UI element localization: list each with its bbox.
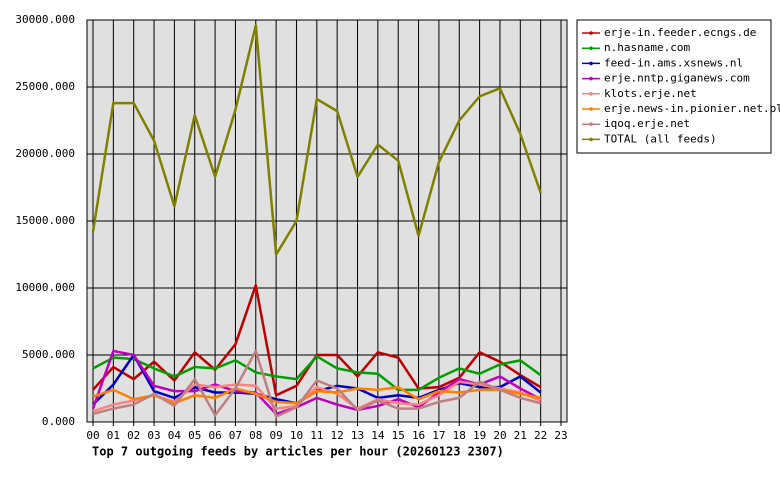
series-line [91,349,542,416]
x-tick-label: 17 [432,429,445,442]
y-tick-label: 20000.000 [15,147,75,160]
x-tick-label: 03 [147,429,160,442]
x-tick-label: 08 [249,429,262,442]
legend-label: klots.erje.net [604,87,697,100]
legend-swatch-dot [589,61,593,66]
x-tick-label: 01 [107,429,120,442]
legend-label: TOTAL (all feeds) [604,132,717,145]
legend-label: erje-in.feeder.ecngs.de [604,26,756,39]
x-tick-label: 06 [208,429,221,442]
series-line [92,355,542,392]
x-tick-label: 02 [127,429,140,442]
plot-border [86,19,568,423]
x-tick-label: 05 [188,429,201,442]
legend-label: n.hasname.com [604,41,690,54]
legend-swatch-dot [589,122,593,126]
x-tick-label: 19 [473,429,486,442]
legend-swatch-dot [589,92,593,96]
legend-swatch-dot [589,76,593,81]
x-tick-label: 14 [371,429,385,442]
x-tick-label: 22 [534,429,547,442]
y-tick-label: 30000.000 [15,13,75,26]
x-tick-label: 09 [270,429,283,442]
x-tick-label: 23 [554,429,567,442]
y-tick-label: 5000.000 [22,348,75,361]
x-tick-label: 15 [392,429,405,442]
chart-title: Top 7 outgoing feeds by articles per hou… [92,445,504,459]
x-tick-label: 20 [493,429,506,442]
y-tick-label: 0.000 [42,415,75,428]
x-tick-label: 16 [412,429,425,442]
x-tick-label: 21 [514,429,527,442]
legend-label: erje.nntp.giganews.com [604,72,750,85]
legend-swatch-dot [589,137,593,142]
y-tick-label: 15000.000 [15,214,75,227]
x-tick-label: 12 [331,429,344,442]
x-tick-label: 07 [229,429,242,442]
y-tick-label: 10000.000 [15,281,75,294]
x-tick-label: 13 [351,429,364,442]
legend-label: feed-in.ams.xsnews.nl [604,56,743,69]
legend-label: erje.news-in.pionier.net.pl [604,102,780,115]
x-tick-label: 18 [453,429,466,442]
x-tick-label: 04 [168,429,182,442]
legend-label: iqoq.erje.net [604,117,690,130]
x-tick-label: 10 [290,429,303,442]
legend-box [576,19,772,154]
y-tick-label: 25000.000 [15,80,75,93]
x-tick-label: 00 [86,429,99,442]
x-tick-label: 11 [310,429,323,442]
legend-swatch-dot [589,46,593,50]
series-line [92,349,541,418]
legend-swatch-dot [589,31,593,35]
legend-swatch-dot [589,107,593,111]
series-line [91,24,542,256]
